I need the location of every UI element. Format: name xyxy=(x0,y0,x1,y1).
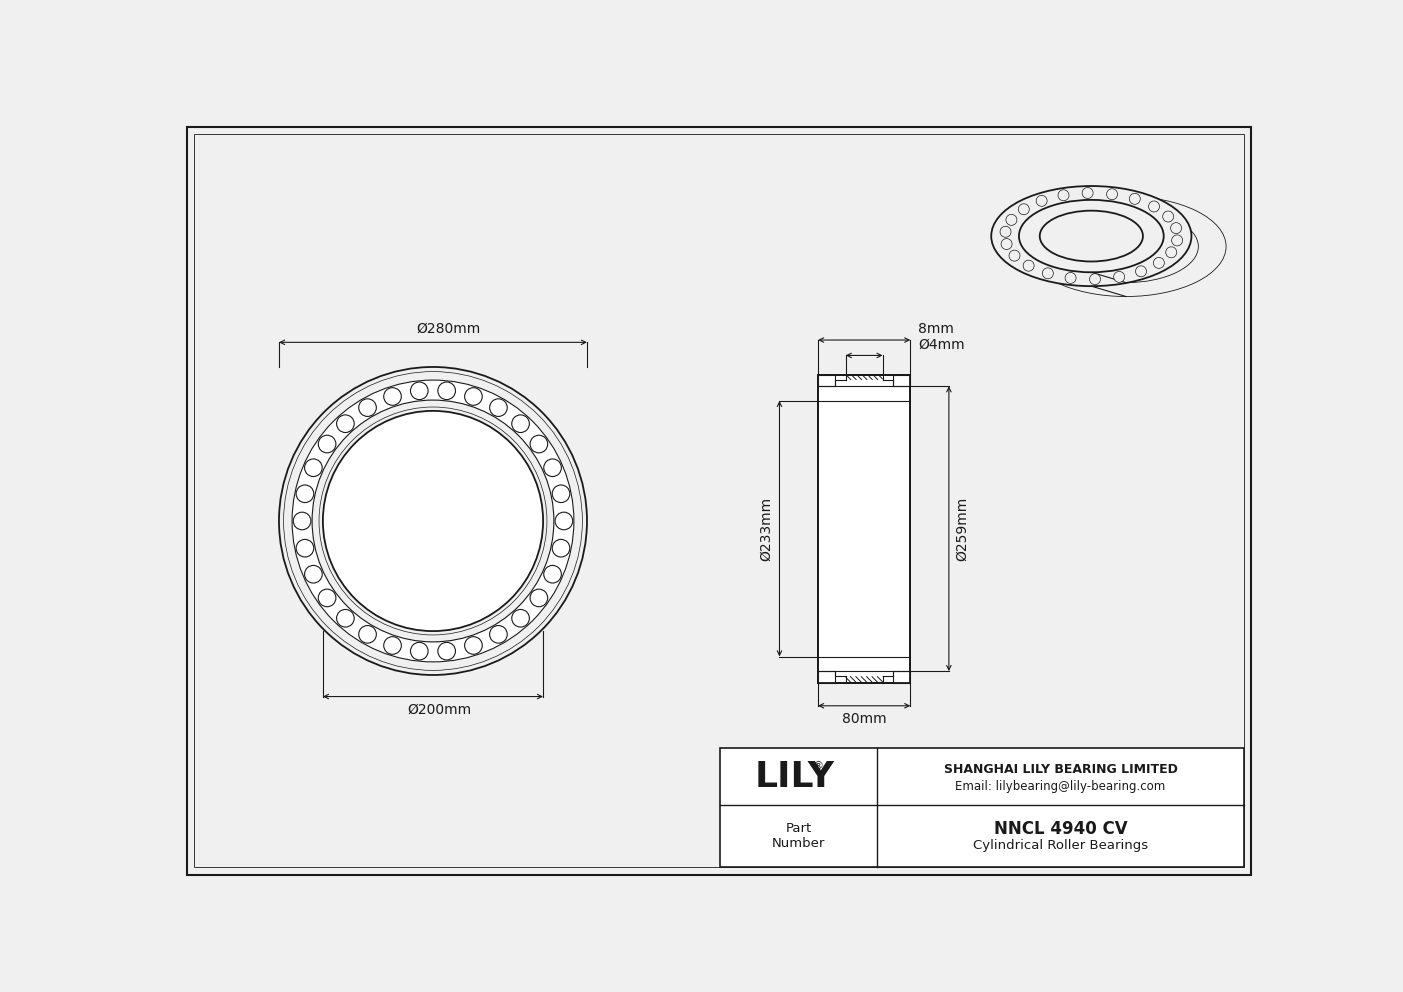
Text: NNCL 4940 CV: NNCL 4940 CV xyxy=(993,819,1128,838)
Circle shape xyxy=(544,459,561,476)
Circle shape xyxy=(464,637,483,655)
Circle shape xyxy=(1172,235,1183,246)
Circle shape xyxy=(293,512,311,530)
Bar xyxy=(894,672,911,682)
Circle shape xyxy=(438,643,456,660)
Circle shape xyxy=(490,399,508,417)
Circle shape xyxy=(1002,238,1012,250)
Text: Email: lilybearing@lily-bearing.com: Email: lilybearing@lily-bearing.com xyxy=(955,780,1166,793)
Circle shape xyxy=(296,485,314,503)
Circle shape xyxy=(359,626,376,643)
Circle shape xyxy=(1000,226,1012,237)
Circle shape xyxy=(337,609,354,627)
Text: Ø233mm: Ø233mm xyxy=(759,497,773,560)
Circle shape xyxy=(1082,187,1093,198)
Circle shape xyxy=(512,609,529,627)
Bar xyxy=(818,375,835,386)
Circle shape xyxy=(530,435,547,452)
Circle shape xyxy=(337,415,354,433)
Circle shape xyxy=(530,589,547,607)
Circle shape xyxy=(318,435,335,452)
Circle shape xyxy=(323,411,543,631)
Circle shape xyxy=(1019,203,1030,214)
Circle shape xyxy=(1009,250,1020,261)
Circle shape xyxy=(512,415,529,433)
Circle shape xyxy=(1037,195,1047,206)
Circle shape xyxy=(304,459,323,476)
Text: Part
Number: Part Number xyxy=(772,822,825,850)
Text: Ø259mm: Ø259mm xyxy=(955,497,969,560)
Circle shape xyxy=(384,637,401,655)
Bar xyxy=(720,748,1244,867)
Circle shape xyxy=(1006,214,1017,225)
Circle shape xyxy=(411,382,428,400)
Circle shape xyxy=(1065,273,1076,284)
Circle shape xyxy=(311,400,554,642)
Circle shape xyxy=(544,565,561,583)
Text: Cylindrical Roller Bearings: Cylindrical Roller Bearings xyxy=(972,839,1148,852)
Circle shape xyxy=(279,367,586,675)
Circle shape xyxy=(323,411,543,631)
Circle shape xyxy=(464,388,483,406)
Circle shape xyxy=(384,388,401,406)
Circle shape xyxy=(1163,211,1174,222)
Circle shape xyxy=(1135,266,1146,277)
Text: 80mm: 80mm xyxy=(842,712,887,726)
Text: LILY: LILY xyxy=(755,760,835,794)
Circle shape xyxy=(1042,268,1054,279)
Text: ®: ® xyxy=(812,761,824,771)
Circle shape xyxy=(1170,222,1181,233)
Bar xyxy=(818,375,911,682)
Bar xyxy=(818,672,835,682)
Text: Ø200mm: Ø200mm xyxy=(407,702,471,716)
Circle shape xyxy=(1153,257,1164,269)
Circle shape xyxy=(318,589,335,607)
Circle shape xyxy=(1107,188,1118,199)
Circle shape xyxy=(1114,272,1125,283)
Ellipse shape xyxy=(992,186,1191,286)
Circle shape xyxy=(556,512,572,530)
Circle shape xyxy=(1149,201,1159,212)
Circle shape xyxy=(1058,189,1069,200)
Ellipse shape xyxy=(1019,200,1163,272)
Circle shape xyxy=(1090,274,1100,285)
Circle shape xyxy=(1023,260,1034,271)
Ellipse shape xyxy=(1040,210,1143,262)
Circle shape xyxy=(490,626,508,643)
Text: Ø280mm: Ø280mm xyxy=(417,322,480,336)
Circle shape xyxy=(296,540,314,557)
Circle shape xyxy=(1129,193,1141,204)
Bar xyxy=(818,375,911,682)
Circle shape xyxy=(292,380,574,662)
Circle shape xyxy=(411,643,428,660)
Text: Ø4mm: Ø4mm xyxy=(918,337,965,351)
Circle shape xyxy=(359,399,376,417)
Text: SHANGHAI LILY BEARING LIMITED: SHANGHAI LILY BEARING LIMITED xyxy=(944,763,1177,776)
Circle shape xyxy=(553,540,570,557)
Circle shape xyxy=(304,565,323,583)
Bar xyxy=(894,375,911,386)
Circle shape xyxy=(1166,247,1177,258)
Circle shape xyxy=(438,382,456,400)
Circle shape xyxy=(553,485,570,503)
Text: 8mm: 8mm xyxy=(918,322,954,336)
